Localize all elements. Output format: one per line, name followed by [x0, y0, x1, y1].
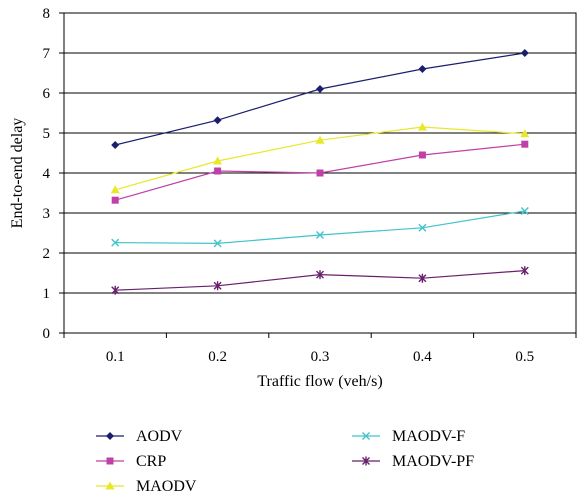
- data-point: [316, 270, 324, 280]
- x-axis: 0.1 0.2 0.3 0.4 0.5: [63, 333, 577, 365]
- y-tick-label: 2: [43, 246, 51, 262]
- series-aodv: [111, 49, 529, 149]
- x-tick-label: 0.2: [208, 349, 227, 365]
- data-point: [316, 85, 324, 93]
- series-group: [110, 49, 530, 295]
- data-point: [520, 207, 529, 215]
- legend-label: AODV: [136, 428, 183, 445]
- y-tick-label: 4: [43, 166, 51, 182]
- data-point: [315, 135, 325, 144]
- y-tick-label: 6: [43, 86, 51, 102]
- x-tick-label: 0.1: [106, 349, 125, 365]
- data-point: [214, 167, 222, 175]
- legend-item: MAODV: [96, 478, 197, 495]
- data-point: [418, 273, 427, 283]
- data-point: [521, 140, 529, 148]
- legend-marker: [362, 456, 370, 466]
- data-point: [213, 116, 222, 125]
- x-tick-label: 0.3: [311, 349, 330, 365]
- data-point: [520, 129, 530, 138]
- legend-item: MAODV-F: [352, 428, 465, 445]
- series-maodv-f: [111, 207, 529, 248]
- series-maodv: [110, 122, 530, 194]
- data-point: [520, 49, 529, 57]
- legend-item: MAODV-PF: [352, 453, 474, 470]
- legend-marker: [105, 481, 115, 490]
- y-tick-label: 0: [43, 326, 51, 342]
- data-point: [213, 281, 222, 291]
- data-point: [111, 141, 120, 149]
- x-tick-label: 0.5: [515, 349, 534, 365]
- data-point: [316, 169, 324, 177]
- y-tick-label: 5: [43, 126, 51, 142]
- y-tick-label: 3: [43, 206, 51, 222]
- legend-item: AODV: [96, 428, 183, 445]
- legend-marker: [362, 432, 370, 440]
- data-point: [213, 239, 222, 248]
- data-point: [316, 231, 324, 239]
- series-crp: [111, 140, 529, 204]
- data-point: [111, 238, 120, 247]
- y-tick-label: 7: [43, 46, 51, 62]
- series-line: [115, 210, 525, 245]
- data-point: [417, 122, 427, 131]
- data-point: [110, 185, 120, 194]
- legend-item: CRP: [96, 453, 166, 470]
- legend: AODV CRP MAODV MAODV-F MAODV-PF: [96, 428, 474, 495]
- series-line: [115, 52, 525, 146]
- x-tick-label: 0.4: [413, 349, 432, 365]
- data-point: [418, 65, 427, 73]
- data-point: [520, 266, 529, 276]
- data-point: [213, 156, 223, 165]
- legend-label: CRP: [136, 453, 166, 470]
- legend-marker: [106, 457, 114, 465]
- data-point: [111, 285, 120, 295]
- y-axis-title: End-to-end delay: [9, 118, 26, 229]
- legend-label: MAODV: [136, 478, 197, 495]
- y-tick-label: 1: [43, 286, 51, 302]
- x-axis-title: Traffic flow (veh/s): [257, 373, 382, 390]
- data-point: [418, 223, 427, 232]
- legend-label: MAODV-PF: [392, 453, 474, 470]
- y-tick-label: 8: [43, 6, 51, 22]
- data-point: [418, 151, 426, 159]
- y-axis: 0 1 2 3 4 5 6 7 8: [43, 6, 64, 342]
- legend-marker: [106, 432, 114, 440]
- legend-label: MAODV-F: [392, 428, 465, 445]
- series-maodv-pf: [111, 266, 529, 295]
- data-point: [111, 196, 119, 204]
